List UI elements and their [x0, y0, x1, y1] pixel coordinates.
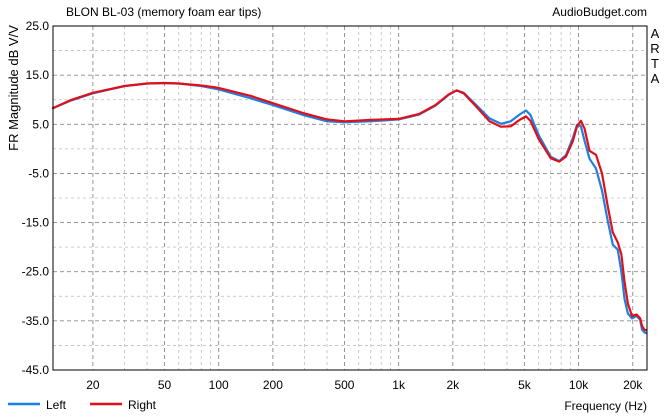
y-tick-label: -25.0: [22, 265, 50, 279]
major-gridlines: [53, 26, 647, 370]
y-tick-label: -45.0: [22, 363, 50, 377]
x-tick-label: 20k: [623, 378, 643, 392]
y-tick-label: -5.0: [28, 166, 49, 180]
side-letter: T: [651, 56, 659, 71]
side-letter: R: [650, 41, 659, 56]
side-letter: A: [651, 26, 660, 41]
x-tick-label: 1k: [392, 378, 406, 392]
y-axis-label: FR Magnitude dB V/V: [6, 25, 21, 151]
x-tick-label: 200: [263, 378, 283, 392]
x-tick-label: 100: [209, 378, 229, 392]
x-tick-label: 20: [86, 378, 100, 392]
x-tick-label: 500: [334, 378, 354, 392]
plot-frame: [52, 25, 648, 371]
y-tick-label: 5.0: [32, 117, 49, 131]
x-tick-label: 10k: [569, 378, 589, 392]
x-tick-label: 5k: [518, 378, 532, 392]
x-tick-label: 50: [158, 378, 172, 392]
legend-label-right: Right: [128, 398, 157, 412]
legend: Left Right: [8, 398, 157, 412]
series-line-right: [51, 81, 648, 332]
series-lines: [51, 81, 648, 335]
legend-label-left: Left: [46, 398, 67, 412]
y-tick-label: 15.0: [26, 68, 50, 82]
y-tick-label: -35.0: [22, 314, 50, 328]
y-tick-labels: 25.0 15.0 5.0 -5.0 -15.0 -25.0 -35.0 -45.0: [22, 19, 50, 377]
series-line-left: [51, 81, 648, 335]
x-tick-label: 2k: [446, 378, 460, 392]
y-tick-label: 25.0: [26, 19, 50, 33]
source-label: AudioBudget.com: [552, 5, 647, 19]
side-letter: A: [651, 71, 660, 86]
x-tick-labels: 20 50 100 200 500 1k 2k 5k 10k 20k: [86, 378, 643, 392]
chart-title: BLON BL-03 (memory foam ear tips): [66, 5, 261, 19]
minor-gridlines: [53, 26, 647, 370]
y-tick-label: -15.0: [22, 216, 50, 230]
x-axis-label: Frequency (Hz): [564, 399, 647, 413]
